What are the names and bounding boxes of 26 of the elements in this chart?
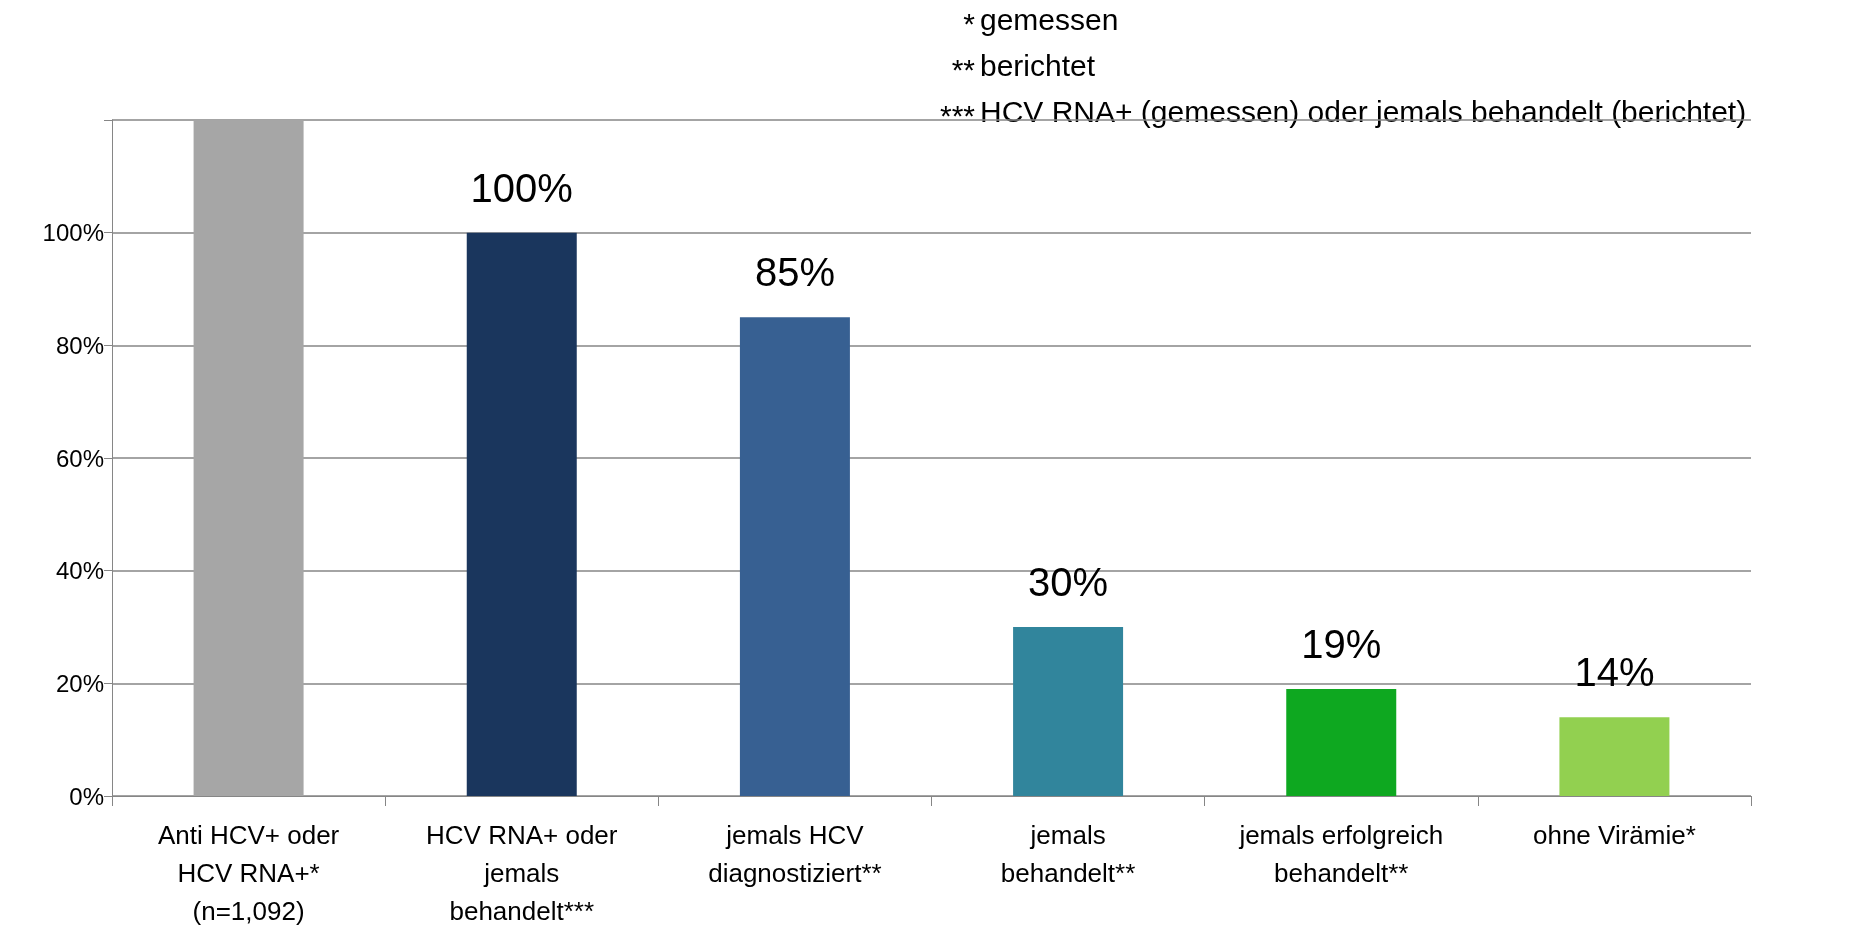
x-tick-label: jemals erfolgreich behandelt** xyxy=(1238,820,1444,888)
y-tick-label: 40% xyxy=(55,557,104,585)
bar xyxy=(1559,717,1670,796)
annotation: *** HCV RNA+ (gemessen) oder jemals behandelt (berichtet) xyxy=(939,94,1747,132)
y-tick-label: 60% xyxy=(55,444,104,472)
bar xyxy=(466,232,577,796)
x-tick-label: jemals HCV diagnostiziert** xyxy=(708,820,882,888)
y-tick-label: 100% xyxy=(42,219,104,247)
bar xyxy=(193,120,304,796)
x-tick-label: ohne Virämie* xyxy=(1532,820,1696,850)
x-tick-label: Anti HCV+ oder HCV RNA+* (n=1,092) xyxy=(157,820,340,926)
data-label: 19% xyxy=(1301,621,1382,666)
data-label: 14% xyxy=(1574,650,1655,695)
text: * gemessen xyxy=(963,2,1119,40)
bar xyxy=(1286,688,1397,796)
y-tick-label: 20% xyxy=(55,669,104,697)
bar xyxy=(739,317,850,796)
data-label: 100% xyxy=(470,165,573,210)
x-tick-label: HCV RNA+ oder jemals behandelt*** xyxy=(426,820,618,926)
data-label: 30% xyxy=(1028,560,1109,604)
y-tick-label: 0% xyxy=(69,782,104,810)
text: ** berichtet xyxy=(951,48,1096,86)
bar xyxy=(1013,627,1124,796)
x-tick-label: jemals behandelt** xyxy=(1000,820,1136,888)
y-tick-label: 80% xyxy=(55,331,104,359)
data-label: 85% xyxy=(754,250,835,295)
